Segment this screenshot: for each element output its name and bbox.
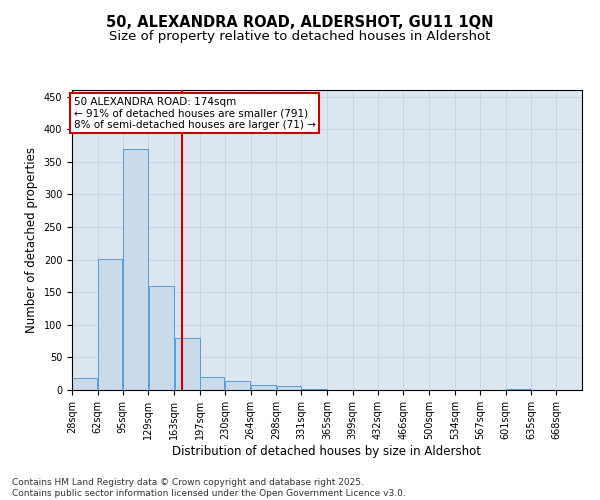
Bar	[200, 377, 224, 390]
Text: Size of property relative to detached houses in Aldershot: Size of property relative to detached ho…	[109, 30, 491, 43]
Text: 50, ALEXANDRA ROAD, ALDERSHOT, GU11 1QN: 50, ALEXANDRA ROAD, ALDERSHOT, GU11 1QN	[106, 15, 494, 30]
Bar	[73, 378, 97, 390]
Bar	[225, 381, 250, 390]
Text: Contains HM Land Registry data © Crown copyright and database right 2025.
Contai: Contains HM Land Registry data © Crown c…	[12, 478, 406, 498]
Bar	[123, 148, 148, 390]
Y-axis label: Number of detached properties: Number of detached properties	[25, 147, 38, 333]
Bar	[175, 338, 199, 390]
X-axis label: Distribution of detached houses by size in Aldershot: Distribution of detached houses by size …	[173, 444, 482, 458]
Bar	[277, 386, 301, 390]
Bar	[149, 286, 174, 390]
Text: 50 ALEXANDRA ROAD: 174sqm
← 91% of detached houses are smaller (791)
8% of semi-: 50 ALEXANDRA ROAD: 174sqm ← 91% of detac…	[74, 96, 316, 130]
Bar	[251, 385, 276, 390]
Bar	[98, 259, 122, 390]
